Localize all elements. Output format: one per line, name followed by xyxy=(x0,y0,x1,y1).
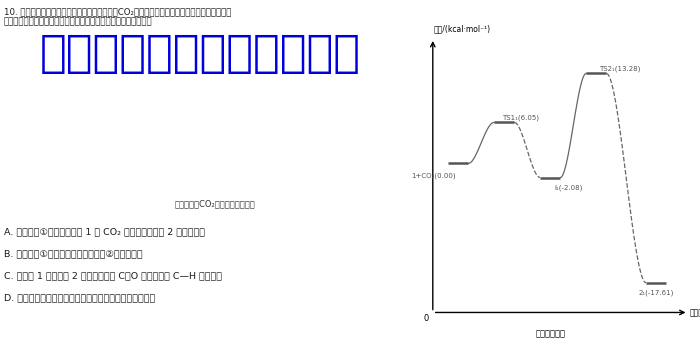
Text: 化合物１与CO₂反应生成化合物２: 化合物１与CO₂反应生成化合物２ xyxy=(174,199,256,208)
Text: 能量/(kcal·mol⁻¹): 能量/(kcal·mol⁻¹) xyxy=(434,24,491,33)
Text: TS2₁(13.28): TS2₁(13.28) xyxy=(598,66,640,72)
Text: 1+CO₂(0.00): 1+CO₂(0.00) xyxy=(411,172,456,179)
Text: 2₁(-17.61): 2₁(-17.61) xyxy=(638,290,674,296)
Text: 态）中化合物１处于高过渡态和相对能量曲线，下列说法正确的是: 态）中化合物１处于高过渡态和相对能量曲线，下列说法正确的是 xyxy=(4,17,153,26)
Text: TS1₁(6.05): TS1₁(6.05) xyxy=(502,115,539,121)
Text: D. 加入偶化剂可以改变化学反应历程，改变化学反应速率: D. 加入偶化剂可以改变化学反应历程，改变化学反应速率 xyxy=(4,293,155,302)
Text: C. 化合物 1 到化合物 2 的过程中存在 C＝O 键的断裂和 C—H 键的形成: C. 化合物 1 到化合物 2 的过程中存在 C＝O 键的断裂和 C—H 键的形… xyxy=(4,271,222,280)
Text: 相对能量低最: 相对能量低最 xyxy=(536,329,565,338)
Text: I₁(-2.08): I₁(-2.08) xyxy=(554,184,582,191)
Text: B. 基元反应①为吸热反应，基元反应②为放热反应: B. 基元反应①为吸热反应，基元反应②为放热反应 xyxy=(4,249,143,258)
Text: A. 基元反应①决定了化合物 1 与 CO₂ 反应生成化合物 2 的反应速率: A. 基元反应①决定了化合物 1 与 CO₂ 反应生成化合物 2 的反应速率 xyxy=(4,227,205,236)
Text: 10. 中国科学院化学研究所报道了化合物１催化CO₂氢化机理，其机理中化合物１是催化剂，固: 10. 中国科学院化学研究所报道了化合物１催化CO₂氢化机理，其机理中化合物１是… xyxy=(4,7,232,16)
Text: 反应历程: 反应历程 xyxy=(690,308,700,317)
Text: 0: 0 xyxy=(424,314,429,323)
Text: 微信公众号关注：趣找答案: 微信公众号关注：趣找答案 xyxy=(39,32,360,75)
